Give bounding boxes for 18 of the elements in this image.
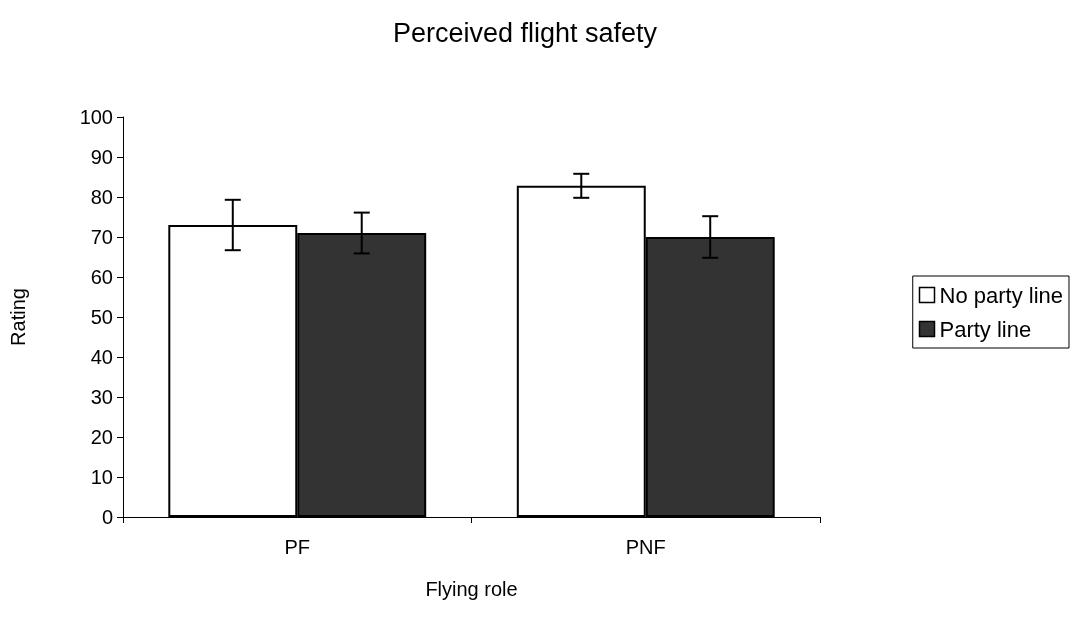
y-tick-label: 70 — [90, 226, 113, 248]
y-tick-label: 50 — [90, 306, 113, 328]
y-tick-label: 20 — [90, 426, 113, 448]
y-tick-label: 100 — [79, 106, 113, 128]
y-tick-label: 90 — [90, 146, 113, 168]
y-tick-label: 0 — [101, 506, 113, 528]
x-tick-label: PNF — [625, 536, 666, 558]
y-tick-label: 10 — [90, 466, 113, 488]
y-axis-title: Rating — [7, 288, 29, 346]
chart-title: Perceived flight safety — [392, 17, 658, 48]
y-tick-label: 60 — [90, 266, 113, 288]
legend-label: Party line — [939, 316, 1032, 342]
legend-label: No party line — [939, 282, 1064, 308]
y-tick-label: 40 — [90, 346, 113, 368]
x-axis-title: Flying role — [425, 578, 518, 600]
y-tick-label: 80 — [90, 186, 113, 208]
y-tick-label: 30 — [90, 386, 113, 408]
x-tick-label: PF — [284, 536, 311, 558]
